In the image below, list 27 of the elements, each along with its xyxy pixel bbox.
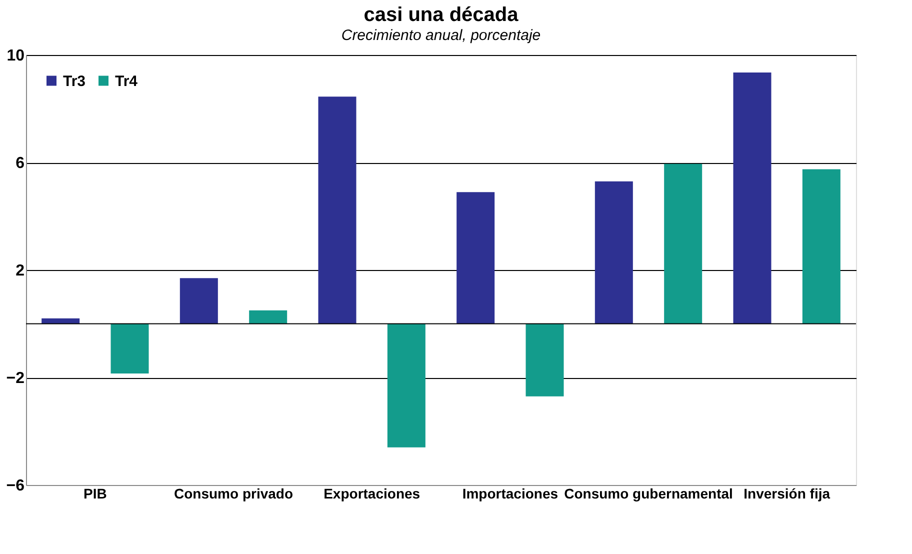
y-tick-label: −2: [6, 370, 25, 387]
bar: [594, 181, 633, 324]
bar: [318, 96, 356, 324]
y-tick-label: 6: [16, 155, 25, 172]
bar: [42, 318, 80, 324]
legend-label: Tr4: [115, 72, 138, 90]
bar: [110, 324, 149, 374]
bar: [802, 169, 840, 324]
x-tick-label: Importaciones: [462, 486, 558, 502]
bar: [180, 278, 218, 324]
legend-label: Tr3: [63, 72, 86, 90]
bar: [664, 164, 702, 324]
bar: [387, 324, 426, 448]
bar: [249, 310, 288, 324]
x-tick-label: PIB: [83, 486, 107, 502]
x-tick-label: Exportaciones: [324, 486, 420, 502]
bar: [733, 72, 772, 324]
y-tick-label: −6: [6, 478, 25, 494]
x-tick-label: Consumo gubernamental: [564, 486, 733, 502]
x-tick-label: Inversión fija: [744, 486, 830, 502]
y-tick-label: 2: [16, 262, 25, 280]
bar: [526, 324, 564, 396]
bar: [456, 192, 495, 324]
y-tick-label: 10: [6, 48, 25, 64]
chart-subtitle: Crecimiento anual, porcentaje: [341, 27, 541, 44]
x-tick-label: Consumo privado: [174, 486, 294, 502]
chart-title: casi una década: [364, 4, 520, 26]
